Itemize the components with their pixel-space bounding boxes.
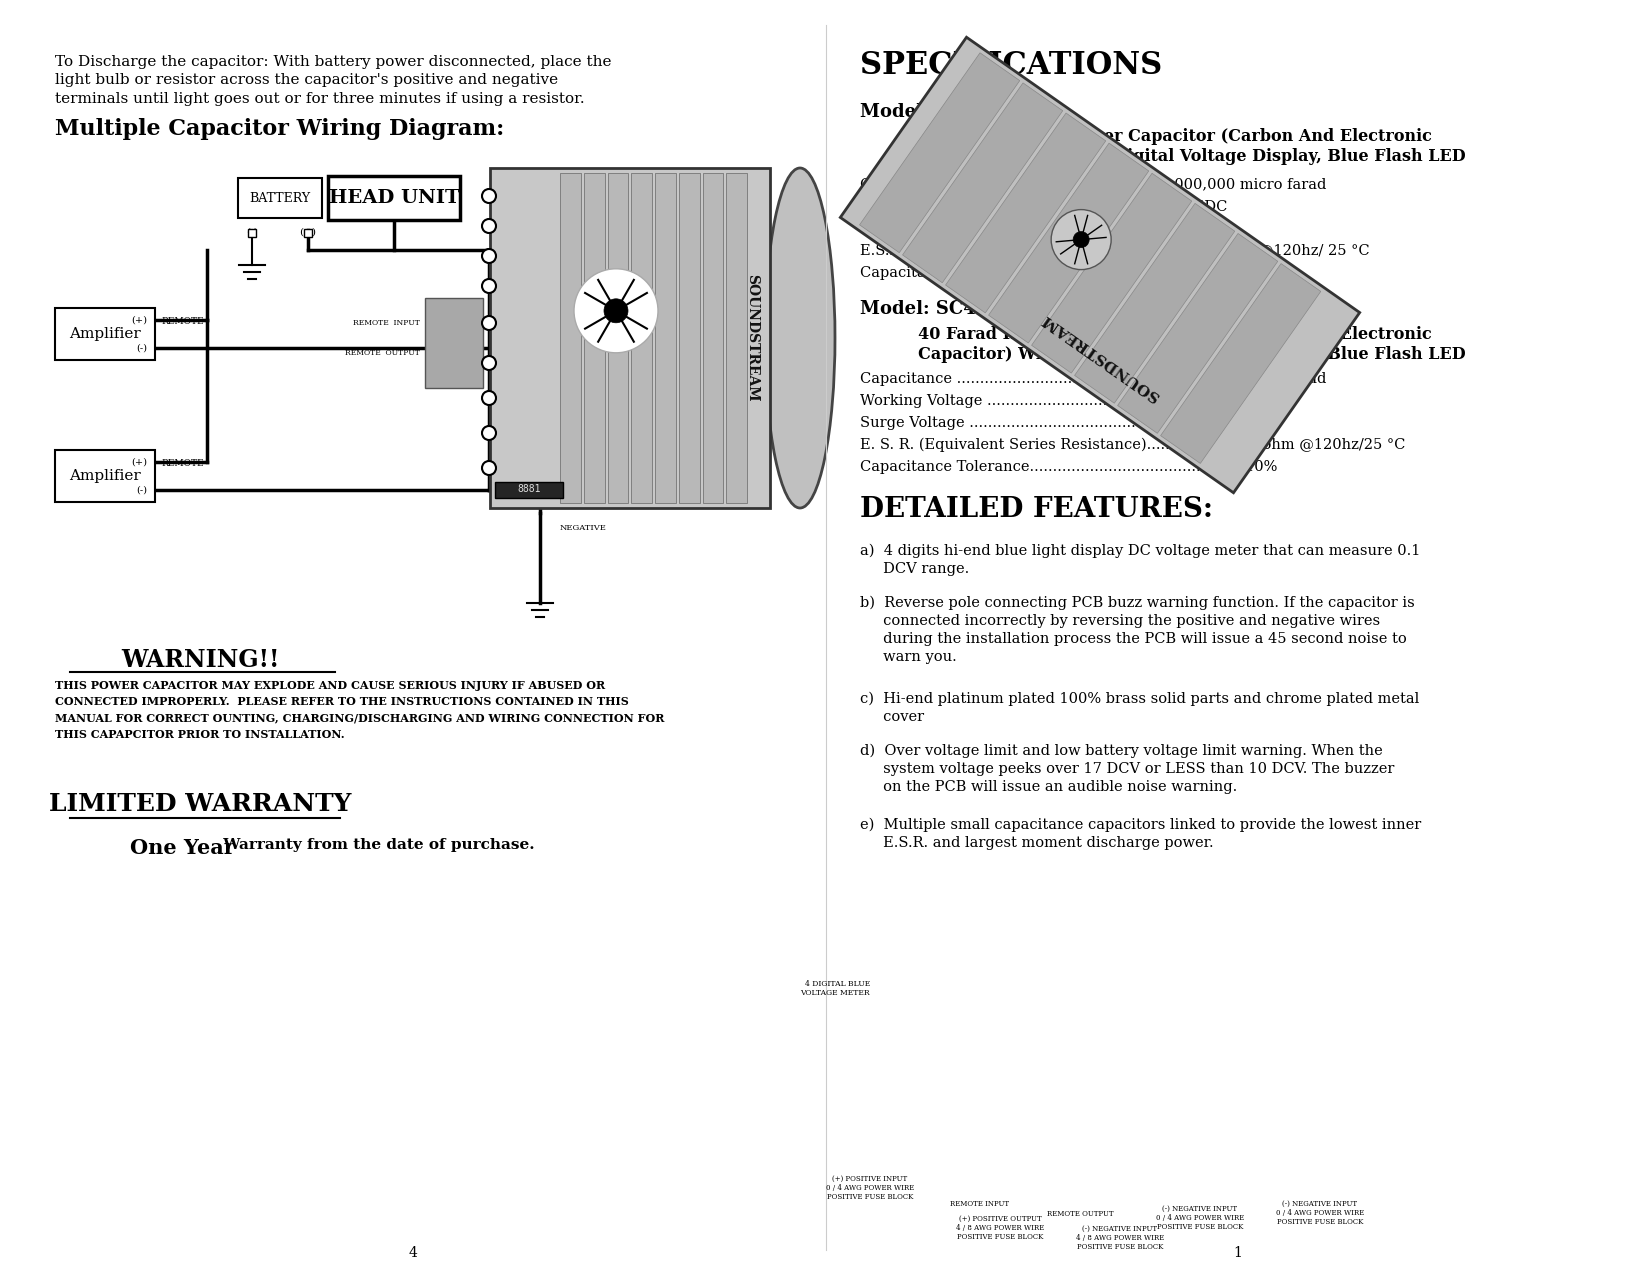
Text: LIMITED WARRANTY: LIMITED WARRANTY (50, 792, 352, 816)
Polygon shape (1161, 264, 1321, 463)
Bar (560, 173, 581, 504)
Text: Capacitance ........................................  20,000,000 micro farad: Capacitance ............................… (860, 179, 1326, 193)
Text: (+) POSITIVE INPUT
0 / 4 AWG POWER WIRE
POSITIVE FUSE BLOCK: (+) POSITIVE INPUT 0 / 4 AWG POWER WIRE … (826, 1176, 915, 1201)
Text: 40 Farad Hybrid Super Capacitor (Carbon And Electronic: 40 Farad Hybrid Super Capacitor (Carbon … (890, 326, 1431, 343)
Polygon shape (1118, 233, 1278, 434)
Circle shape (482, 391, 495, 405)
Text: a)  4 digits hi-end blue light display DC voltage meter that can measure 0.1
   : a) 4 digits hi-end blue light display DC… (860, 544, 1420, 576)
Text: 8881: 8881 (517, 484, 542, 493)
Text: (-) NEGATIVE INPUT
4 / 8 AWG POWER WIRE
POSITIVE FUSE BLOCK: (-) NEGATIVE INPUT 4 / 8 AWG POWER WIRE … (1076, 1225, 1164, 1251)
Bar (631, 173, 652, 504)
Text: NEGATIVE: NEGATIVE (560, 524, 608, 532)
Circle shape (482, 356, 495, 370)
Text: Working Voltage .........................................  16DC: Working Voltage ........................… (860, 394, 1227, 408)
Text: b)  Reverse pole connecting PCB buzz warning function. If the capacitor is
     : b) Reverse pole connecting PCB buzz warn… (860, 595, 1415, 664)
Text: (+): (+) (130, 458, 147, 467)
Text: REMOTE OUTPUT: REMOTE OUTPUT (1047, 1210, 1113, 1218)
Polygon shape (989, 143, 1149, 343)
Text: THIS POWER CAPACITOR MAY EXPLODE AND CAUSE SERIOUS INJURY IF ABUSED OR
CONNECTED: THIS POWER CAPACITOR MAY EXPLODE AND CAU… (54, 680, 664, 741)
Text: c)  Hi-end platinum plated 100% brass solid parts and chrome plated metal
     c: c) Hi-end platinum plated 100% brass sol… (860, 692, 1420, 724)
Text: (+) POSITIVE OUTPUT
4 / 8 AWG POWER WIRE
POSITIVE FUSE BLOCK: (+) POSITIVE OUTPUT 4 / 8 AWG POWER WIRE… (956, 1215, 1043, 1242)
Text: (-) NEGATIVE INPUT
0 / 4 AWG POWER WIRE
POSITIVE FUSE BLOCK: (-) NEGATIVE INPUT 0 / 4 AWG POWER WIRE … (1156, 1205, 1245, 1232)
Polygon shape (1075, 204, 1235, 403)
Polygon shape (840, 37, 1360, 492)
Text: 4 DIGITAL BLUE
VOLTAGE METER: 4 DIGITAL BLUE VOLTAGE METER (801, 980, 870, 997)
Bar (54, 309, 155, 360)
Text: Capacitor) With Blue Digital Voltage Display, Blue Flash LED: Capacitor) With Blue Digital Voltage Dis… (890, 346, 1466, 363)
Circle shape (604, 298, 627, 323)
Text: Warranty from the date of purchase.: Warranty from the date of purchase. (218, 838, 535, 852)
Bar (329, 176, 461, 221)
Text: e)  Multiple small capacitance capacitors linked to provide the lowest inner
   : e) Multiple small capacitance capacitors… (860, 819, 1422, 850)
Bar (726, 173, 746, 504)
Circle shape (482, 426, 495, 440)
Text: SOUNDSTREAM: SOUNDSTREAM (1038, 311, 1161, 403)
Circle shape (1073, 232, 1090, 247)
Text: SOUNDSTREAM: SOUNDSTREAM (745, 274, 759, 402)
Circle shape (482, 249, 495, 263)
Polygon shape (903, 83, 1063, 283)
Circle shape (1052, 209, 1111, 269)
Circle shape (482, 219, 495, 233)
Text: (-): (-) (135, 343, 147, 352)
Text: SPECIFICATIONS: SPECIFICATIONS (860, 50, 1162, 82)
Text: Amplifier: Amplifier (69, 326, 140, 340)
Text: (+): (+) (299, 228, 317, 237)
Text: One Year: One Year (130, 838, 234, 858)
Text: 4: 4 (408, 1246, 418, 1260)
Text: BATTERY: BATTERY (249, 191, 310, 204)
Circle shape (482, 189, 495, 203)
Text: To Discharge the capacitor: With battery power disconnected, place the
light bul: To Discharge the capacitor: With battery… (54, 55, 611, 106)
Bar (248, 230, 256, 237)
Text: Model: SC40C: Model: SC40C (860, 300, 1002, 317)
Bar (608, 173, 629, 504)
Polygon shape (860, 52, 1020, 252)
Polygon shape (1032, 173, 1192, 374)
Text: WARNING!!: WARNING!! (121, 648, 279, 672)
Text: REMOTE  INPUT: REMOTE INPUT (353, 319, 419, 326)
Circle shape (482, 279, 495, 293)
Circle shape (575, 269, 659, 353)
Bar (238, 179, 322, 218)
Ellipse shape (764, 168, 835, 507)
Bar (655, 173, 675, 504)
Bar (702, 173, 723, 504)
Circle shape (482, 462, 495, 476)
Bar (495, 482, 563, 499)
Text: (+): (+) (130, 315, 147, 325)
Text: Amplifier: Amplifier (69, 469, 140, 483)
Text: Capacitance Tolerance--------------------------- ± 10%: Capacitance Tolerance-------------------… (860, 266, 1215, 280)
Text: REMOTE: REMOTE (162, 317, 203, 326)
Bar (304, 230, 312, 237)
Text: 20 Farad Hybrid Super Capacitor (Carbon And Electronic: 20 Farad Hybrid Super Capacitor (Carbon … (890, 128, 1431, 145)
Bar (679, 173, 700, 504)
Text: Capacitance Tolerance.........................................  ± 10%: Capacitance Tolerance...................… (860, 460, 1278, 474)
Bar (424, 298, 484, 388)
Text: Capacitance ........................................  40,000,000 micro farad: Capacitance ............................… (860, 372, 1326, 386)
Text: E.S.R. (Equivalent Series Resistance)----- 0.0015 ohm @120hz/ 25 °C: E.S.R. (Equivalent Series Resistance)---… (860, 244, 1370, 259)
Bar (54, 450, 155, 502)
Text: DETAILED FEATURES:: DETAILED FEATURES: (860, 496, 1213, 523)
Text: (-) NEGATIVE INPUT
0 / 4 AWG POWER WIRE
POSITIVE FUSE BLOCK: (-) NEGATIVE INPUT 0 / 4 AWG POWER WIRE … (1276, 1200, 1364, 1227)
Text: Working Voltage .........................................  16DC: Working Voltage ........................… (860, 200, 1227, 214)
Text: (-): (-) (135, 486, 147, 495)
Text: Surge Voltage .........................................  18DC: Surge Voltage ..........................… (860, 416, 1210, 430)
Text: (-): (-) (246, 228, 258, 237)
Text: REMOTE: REMOTE (162, 459, 203, 468)
Text: HEAD UNIT: HEAD UNIT (329, 189, 459, 207)
Text: E. S. R. (Equivalent Series Resistance)...........  0.0015 ohm @120hz/25 °C: E. S. R. (Equivalent Series Resistance).… (860, 439, 1405, 453)
Text: Multiple Capacitor Wiring Diagram:: Multiple Capacitor Wiring Diagram: (54, 119, 504, 140)
Bar (584, 173, 604, 504)
Text: Model: SC20C: Model: SC20C (860, 103, 1002, 121)
Bar (490, 168, 769, 507)
Text: REMOTE  OUTPUT: REMOTE OUTPUT (345, 349, 419, 357)
Text: Capacitor) With Blue Digital Voltage Display, Blue Flash LED: Capacitor) With Blue Digital Voltage Dis… (890, 148, 1466, 164)
Text: d)  Over voltage limit and low battery voltage limit warning. When the
     syst: d) Over voltage limit and low battery vo… (860, 745, 1395, 794)
Polygon shape (946, 113, 1106, 312)
Text: REMOTE INPUT: REMOTE INPUT (951, 1200, 1009, 1207)
Circle shape (482, 316, 495, 330)
Text: 1: 1 (1233, 1246, 1243, 1260)
Text: Surge Voltage .........................................  18DC: Surge Voltage ..........................… (860, 222, 1210, 236)
